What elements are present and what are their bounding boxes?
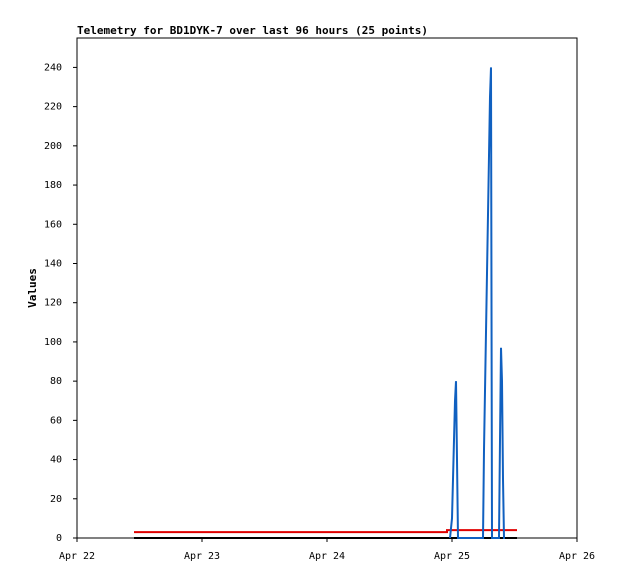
x-tick-label: Apr 22 xyxy=(59,551,95,562)
y-tick-label: 160 xyxy=(44,219,62,230)
y-tick-label: 180 xyxy=(44,180,62,191)
y-axis-label: Values xyxy=(26,268,39,308)
y-tick-label: 100 xyxy=(44,337,62,348)
y-tick-label: 20 xyxy=(50,494,62,505)
x-tick-label: Apr 26 xyxy=(559,551,595,562)
y-tick-label: 0 xyxy=(56,533,62,544)
y-tick-label: 200 xyxy=(44,141,62,152)
y-tick-label: 140 xyxy=(44,258,62,269)
series-line xyxy=(449,67,505,539)
y-tick-label: 40 xyxy=(50,455,62,466)
x-tick-label: Apr 24 xyxy=(309,551,345,562)
x-tick-label: Apr 25 xyxy=(434,551,470,562)
series-line xyxy=(134,529,517,534)
y-tick-label: 120 xyxy=(44,298,62,309)
chart-title: Telemetry for BD1DYK-7 over last 96 hour… xyxy=(77,24,428,37)
y-tick-label: 220 xyxy=(44,102,62,113)
y-tick-label: 240 xyxy=(44,62,62,73)
x-tick-label: Apr 23 xyxy=(184,551,220,562)
y-tick-label: 80 xyxy=(50,376,62,387)
y-tick-label: 60 xyxy=(50,415,62,426)
